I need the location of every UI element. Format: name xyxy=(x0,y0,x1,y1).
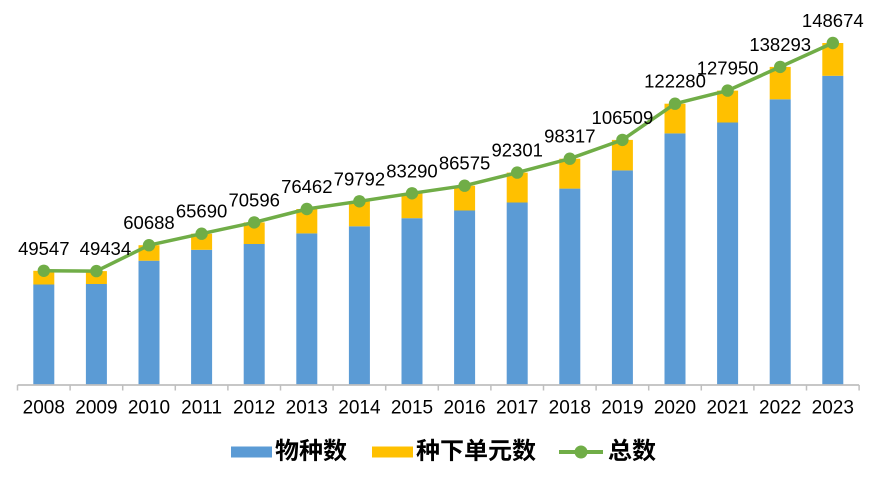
svg-text:2019: 2019 xyxy=(601,398,643,419)
svg-text:2011: 2011 xyxy=(181,398,222,419)
svg-text:2012: 2012 xyxy=(233,398,275,419)
svg-text:2023: 2023 xyxy=(812,398,854,419)
svg-text:2018: 2018 xyxy=(549,398,591,419)
svg-text:92301: 92301 xyxy=(491,140,542,161)
svg-text:2016: 2016 xyxy=(443,398,485,419)
svg-text:138293: 138293 xyxy=(749,34,811,55)
svg-text:2013: 2013 xyxy=(286,398,328,419)
svg-text:106509: 106509 xyxy=(592,107,654,128)
svg-text:2010: 2010 xyxy=(128,398,170,419)
svg-text:127950: 127950 xyxy=(697,58,759,79)
svg-text:86575: 86575 xyxy=(439,153,490,174)
svg-text:2020: 2020 xyxy=(654,398,696,419)
svg-text:98317: 98317 xyxy=(544,126,595,147)
svg-text:65690: 65690 xyxy=(176,201,227,222)
svg-text:2008: 2008 xyxy=(23,398,65,419)
svg-text:79792: 79792 xyxy=(334,168,385,189)
svg-text:122280: 122280 xyxy=(644,71,706,92)
svg-text:76462: 76462 xyxy=(281,176,332,197)
svg-text:2009: 2009 xyxy=(75,398,117,419)
svg-text:148674: 148674 xyxy=(802,10,864,31)
svg-text:2022: 2022 xyxy=(759,398,801,419)
svg-text:2017: 2017 xyxy=(496,398,538,419)
svg-text:49547: 49547 xyxy=(18,238,69,259)
svg-text:70596: 70596 xyxy=(228,189,279,210)
svg-text:83290: 83290 xyxy=(386,160,437,181)
svg-text:2014: 2014 xyxy=(338,398,381,419)
svg-text:2015: 2015 xyxy=(391,398,433,419)
svg-text:2021: 2021 xyxy=(706,398,748,419)
svg-text:60688: 60688 xyxy=(123,212,174,233)
svg-text:49434: 49434 xyxy=(80,238,131,259)
